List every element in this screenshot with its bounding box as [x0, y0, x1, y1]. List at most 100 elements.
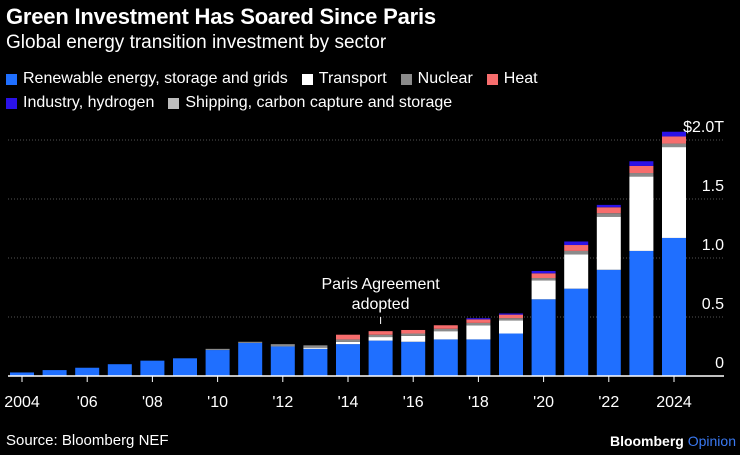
bar-segment [466, 322, 491, 326]
bar-segment [629, 176, 654, 251]
x-tick-label: '12 [272, 394, 293, 411]
bar-segment [336, 334, 360, 340]
legend-swatch-industry [6, 97, 17, 109]
bar-segment [401, 333, 426, 336]
bar-segment [564, 288, 589, 376]
bar-segment [107, 364, 132, 376]
y-tick-label: 0 [715, 355, 724, 372]
legend-label-shipping: Shipping, carbon capture and storage [185, 94, 453, 111]
y-tick-label: 1.0 [702, 237, 724, 254]
legend-row-1: Renewable energy, storage and grids Tran… [6, 67, 726, 91]
bar-segment [564, 245, 589, 251]
bar-segment [433, 339, 458, 376]
legend-swatch-renewable [6, 73, 17, 85]
legend-item-renewable: Renewable energy, storage and grids [6, 70, 288, 88]
x-tick-label: '18 [468, 394, 489, 411]
x-tick-label: '20 [533, 394, 554, 411]
bar-segment [75, 367, 100, 376]
source-note: Source: Bloomberg NEF [6, 432, 169, 449]
bar-segment [303, 345, 328, 348]
bar-segment [564, 241, 589, 246]
bar-segment [531, 280, 556, 300]
chart-title: Green Investment Has Soared Since Paris [6, 4, 436, 29]
legend-swatch-shipping [168, 97, 180, 109]
bar-segment [238, 341, 263, 343]
bar-segment [368, 337, 393, 341]
bar-segment [499, 320, 523, 334]
bar-segment [368, 331, 393, 335]
bar-segment [270, 346, 295, 376]
legend-label-heat: Heat [503, 70, 538, 87]
chart-subtitle: Global energy transition investment by s… [6, 32, 387, 53]
bar-segment [466, 319, 491, 323]
bar-segment [662, 131, 686, 137]
legend-item-shipping: Shipping, carbon capture and storage [168, 94, 452, 112]
y-tick-label: 0.5 [702, 296, 724, 313]
bar-segment [499, 313, 523, 315]
legend-label-renewable: Renewable energy, storage and grids [23, 70, 288, 87]
bar-segment [401, 341, 426, 376]
bar-segment [401, 329, 426, 334]
x-tick-label: '06 [77, 394, 98, 411]
chart-legend: Renewable energy, storage and grids Tran… [6, 67, 726, 115]
x-tick-label: 2024 [656, 394, 692, 411]
bar-segment [466, 325, 491, 340]
bar-segment [499, 318, 523, 321]
bar-segment [596, 269, 621, 376]
legend-label-nuclear: Nuclear [417, 70, 473, 87]
x-tick-label: '22 [598, 394, 619, 411]
bar-segment [596, 213, 621, 217]
bar-segment [433, 325, 458, 329]
legend-item-nuclear: Nuclear [400, 70, 473, 88]
bar-segment [499, 333, 523, 376]
bar-segment [10, 372, 34, 376]
bar-segment [531, 299, 556, 376]
bar-segment [303, 348, 328, 376]
bar-segment [205, 348, 230, 351]
bar-segment [596, 204, 621, 208]
bar-segment [596, 207, 621, 214]
bar-segment [401, 335, 426, 342]
bar-segment [42, 370, 67, 376]
bar-segment [336, 339, 360, 342]
x-tick-label: '16 [403, 394, 424, 411]
bar-segment [662, 147, 686, 238]
x-tick-label: '14 [338, 394, 359, 411]
bar-segment [466, 318, 491, 320]
brand-sub: Opinion [687, 433, 736, 449]
bar-segment [466, 339, 491, 376]
bar-segment [238, 342, 263, 376]
annotation-label: adopted [352, 296, 410, 313]
legend-swatch-nuclear [400, 73, 412, 85]
bar-segment [564, 250, 589, 255]
bar-segment [531, 278, 556, 281]
bar-segment [531, 270, 556, 274]
bar-segment [662, 136, 686, 144]
bar-segment [433, 331, 458, 340]
bar-segment [531, 273, 556, 279]
bar-segment [662, 237, 686, 376]
legend-item-heat: Heat [486, 70, 538, 88]
brand-logo: Bloomberg Opinion [610, 433, 736, 449]
y-tick-label: 1.5 [702, 178, 724, 195]
bar-segment [564, 254, 589, 289]
bar-segment [270, 344, 295, 347]
bar-segment [662, 143, 686, 148]
legend-swatch-heat [486, 73, 498, 85]
bar-segment [629, 161, 654, 166]
bar-segment [173, 358, 197, 376]
bar-segment [629, 173, 654, 177]
bar-segment [303, 347, 328, 349]
bar-segment [368, 340, 393, 376]
bar-segment [629, 250, 654, 376]
legend-swatch-transport [301, 73, 313, 85]
x-tick-label: 2004 [4, 394, 40, 411]
brand-main: Bloomberg [609, 433, 684, 449]
bar-segment [596, 216, 621, 270]
bar-segment [368, 334, 393, 338]
annotation-label: Paris Agreement [321, 276, 440, 293]
y-tick-label: $2.0T [683, 119, 724, 136]
bar-segment [629, 165, 654, 174]
bar-segment [433, 328, 458, 332]
legend-label-transport: Transport [318, 70, 387, 87]
